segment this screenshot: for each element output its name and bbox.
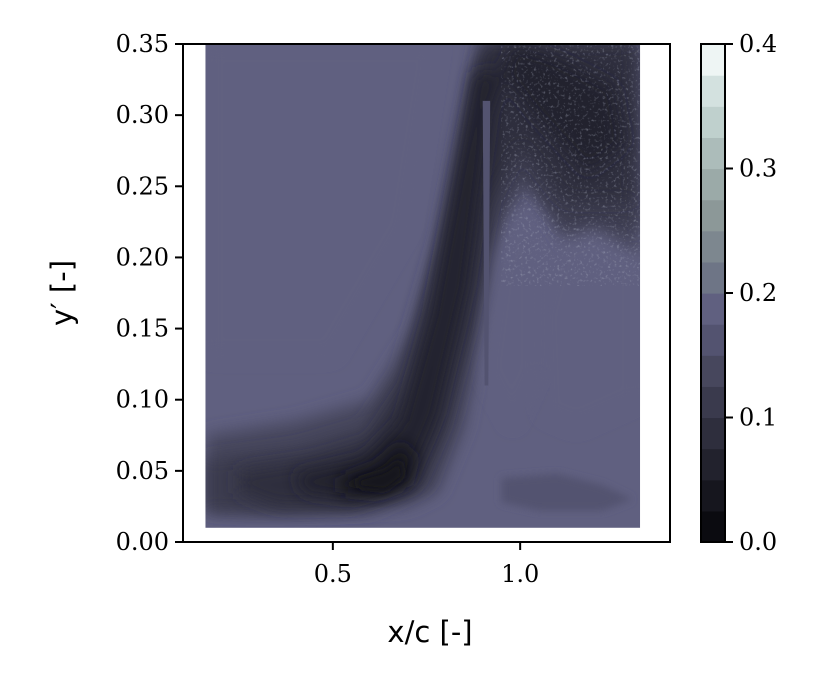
y-axis-label: y′ [-] bbox=[45, 260, 79, 326]
y-tick-label: 0.00 bbox=[116, 528, 169, 556]
y-tick-label: 0.20 bbox=[116, 243, 169, 271]
colorbar-tick-label: 0.1 bbox=[739, 404, 777, 432]
contour-field bbox=[205, 44, 641, 528]
wake-speckle bbox=[501, 44, 641, 286]
colorbar-level bbox=[701, 324, 725, 356]
colorbar-level bbox=[701, 448, 725, 481]
colorbar-tick-label: 0.3 bbox=[739, 155, 777, 183]
colorbar-level bbox=[701, 75, 725, 107]
y-tick-label: 0.10 bbox=[116, 386, 169, 414]
x-tick-label: 0.5 bbox=[314, 560, 352, 588]
contour-region-4 bbox=[295, 44, 625, 500]
y-tick-label: 0.35 bbox=[116, 30, 169, 58]
colorbar-level bbox=[701, 386, 725, 419]
contour-region-0 bbox=[501, 473, 633, 511]
colorbar-axis: 0.0 0.1 0.2 0.3 0.4 bbox=[725, 30, 777, 556]
colorbar-level bbox=[701, 417, 725, 450]
contour-streak bbox=[482, 100, 491, 386]
colorbar-level bbox=[701, 44, 725, 76]
colorbar-level bbox=[701, 106, 725, 138]
colorbar-level bbox=[701, 137, 725, 170]
colorbar-tick-label: 0.2 bbox=[739, 279, 777, 307]
plot-frame bbox=[182, 43, 671, 543]
colorbar-tick-label: 0.0 bbox=[739, 528, 777, 556]
colorbar-level bbox=[701, 261, 725, 294]
y-tick-label: 0.15 bbox=[116, 315, 169, 343]
y-tick-label: 0.05 bbox=[116, 457, 169, 485]
contour-region-6 bbox=[355, 459, 404, 491]
colorbar-level bbox=[701, 510, 725, 543]
colorbar bbox=[700, 43, 726, 543]
x-axis: 0.5 1.0 bbox=[314, 542, 539, 588]
colorbar-level bbox=[701, 199, 725, 232]
y-axis: 0.00 0.05 0.10 0.15 0.20 0.25 0.30 0.35 bbox=[116, 30, 183, 556]
colorbar-level bbox=[701, 230, 725, 263]
colorbar-level bbox=[701, 355, 725, 387]
x-tick-label: 1.0 bbox=[501, 560, 539, 588]
contour-region-8 bbox=[205, 44, 438, 357]
colorbar-tick-label: 0.4 bbox=[739, 30, 777, 58]
y-tick-label: 0.25 bbox=[116, 172, 169, 200]
colorbar-level bbox=[701, 168, 725, 201]
x-axis-label: x/c [-] bbox=[387, 615, 472, 649]
colorbar-level bbox=[701, 293, 725, 325]
colorbar-level bbox=[701, 479, 725, 512]
y-tick-label: 0.30 bbox=[116, 101, 169, 129]
